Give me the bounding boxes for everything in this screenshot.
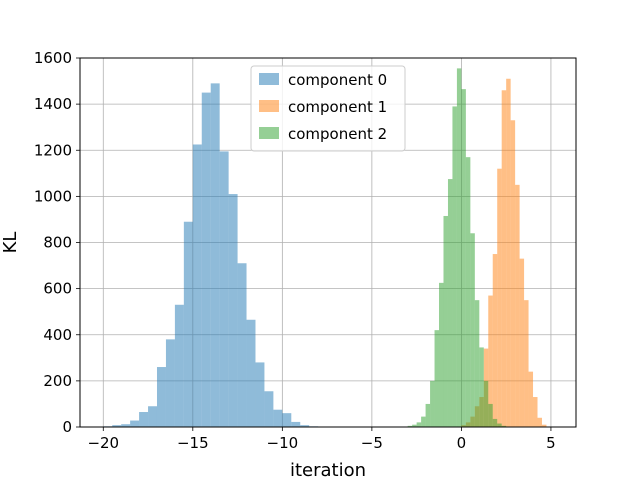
histogram-bar [430,380,435,427]
histogram-bar [465,157,471,427]
legend-swatch [259,73,279,85]
histogram-bar [264,391,274,427]
histogram-bar [121,424,131,427]
legend-label: component 2 [288,125,387,143]
x-tick-label: −20 [87,434,119,452]
histogram-bar [479,347,484,427]
histogram-bar [447,179,453,427]
x-tick-label: −10 [267,434,299,452]
legend-label: component 0 [288,71,387,89]
y-tick-label: 1400 [34,95,72,113]
histogram-bar [515,184,520,427]
histogram-bar [497,168,502,427]
histogram-bar [219,151,229,427]
legend: component 0 component 1 component 2 [250,65,406,152]
histogram-bar [210,83,220,428]
legend-box [250,65,406,152]
histogram-bar [112,425,122,427]
histogram-bar [461,89,466,428]
legend-swatch [259,100,279,112]
histogram-bar [501,90,507,427]
histogram-bar [255,362,265,427]
y-tick-label: 800 [43,234,72,252]
histogram-bar [488,403,493,427]
histogram-bar [192,144,202,427]
histogram-bar [246,319,256,427]
legend-swatch [259,127,279,139]
y-tick-label: 1000 [34,187,72,205]
histogram-bar [291,421,301,427]
histogram-bar [407,425,413,427]
histogram-bar [165,339,175,427]
x-tick-label: −15 [177,434,209,452]
y-axis-label: KL [0,232,21,254]
histogram-bar [519,258,525,427]
histogram-bar [183,221,193,427]
histogram-bar [488,295,493,427]
y-tick-label: 400 [43,326,72,344]
histogram-bar [130,420,140,427]
legend-label: component 1 [288,98,387,116]
histogram-bar [492,418,498,427]
y-tick-label: 1600 [34,49,72,67]
histogram-bar [537,417,542,427]
legend-items: component 0 component 1 component 2 [259,71,387,143]
histogram-bar [237,263,247,427]
histogram-bar [501,425,507,427]
histogram-bar [541,424,547,427]
histogram-bar [528,371,534,427]
histogram-bar [474,300,480,427]
histogram-bar [416,422,422,427]
histogram-bar [443,215,448,427]
histogram-bar [300,425,310,427]
ticks-layer: −20 −15 −10 −5 0 5 0 200 400 600 800 1000 1200 1400 16… [34,49,556,452]
histogram-bar [201,92,211,427]
y-tick-label: 0 [62,418,72,436]
histogram-bar [456,68,462,428]
histogram-bar [148,406,157,427]
x-tick-label: 5 [546,434,556,452]
x-tick-label: −5 [361,434,383,452]
y-tick-label: 1200 [34,141,72,159]
histogram-bar [497,423,502,427]
histogram-bar [533,397,538,427]
histogram-bar [174,304,184,427]
histogram-bar [425,403,431,427]
histogram-bar [439,282,444,427]
x-tick-label: 0 [457,434,467,452]
histogram-bar [156,367,166,427]
x-axis-label: iteration [290,460,366,480]
histogram-bar [483,380,489,427]
histogram-bar [470,233,475,427]
histogram-bar [139,412,149,427]
histogram-bar [452,106,457,428]
histogram-bar [506,78,511,427]
histogram-bar [434,330,440,427]
y-tick-label: 200 [43,372,72,390]
histogram-bar [492,254,498,427]
histogram-bar [421,416,426,427]
y-tick-label: 600 [43,280,72,298]
histogram-bar [273,409,283,427]
histogram-bar [510,120,516,428]
bars-layer [103,68,547,428]
histogram-bar [282,413,292,427]
histogram-bar [524,300,529,427]
histogram-bar [412,424,417,427]
histogram-bar [228,194,238,427]
series-component-2 [403,68,507,428]
